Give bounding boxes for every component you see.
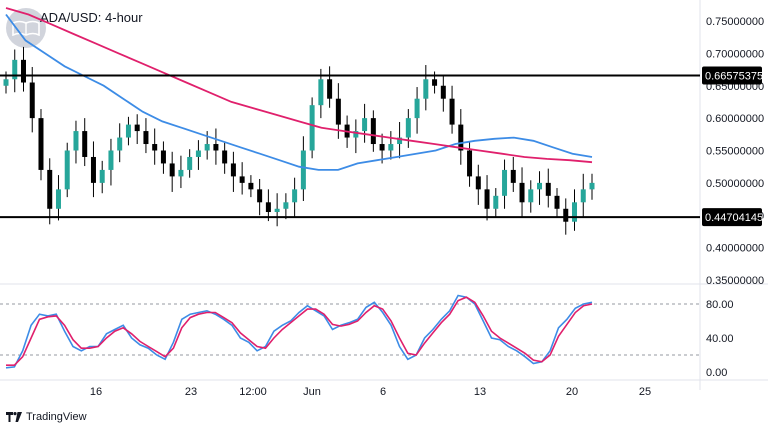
candle-body xyxy=(230,163,236,177)
candle-body xyxy=(370,118,376,145)
time-tick-label: 12:00 xyxy=(239,386,267,398)
price-tick-label: 0.40000000 xyxy=(706,243,764,255)
chart-title: ADA/USD: 4-hour xyxy=(40,10,143,25)
candle-body xyxy=(64,150,70,190)
price-tick-label: 0.55000000 xyxy=(706,146,764,158)
candle-body xyxy=(572,202,578,222)
candle-body xyxy=(589,182,595,190)
candle-body xyxy=(554,195,560,209)
price-tick-label: 0.75000000 xyxy=(706,16,764,28)
candle-body xyxy=(55,189,61,209)
candle-body xyxy=(160,150,166,164)
candle-body xyxy=(528,189,534,203)
candle-body xyxy=(537,182,543,190)
candle-body xyxy=(405,118,411,138)
ma-slow-line xyxy=(5,7,593,164)
candle-body xyxy=(292,189,298,203)
candle-body xyxy=(519,182,525,203)
candle-body xyxy=(467,150,473,177)
candle-body xyxy=(117,137,123,151)
candle-body xyxy=(169,163,175,177)
candle-body xyxy=(423,79,429,99)
candle-body xyxy=(362,118,368,132)
candle-body xyxy=(449,98,455,125)
time-tick-label: 25 xyxy=(639,386,651,398)
candle-body xyxy=(283,202,289,209)
candle-body xyxy=(440,85,446,99)
candle-body xyxy=(90,156,96,183)
tradingview-icon xyxy=(6,412,22,422)
candle-body xyxy=(178,169,184,177)
candle-body xyxy=(379,144,385,151)
price-tick-label: 0.50000000 xyxy=(706,178,764,190)
candle-body xyxy=(108,150,114,170)
candle-body xyxy=(82,131,88,157)
candle-body xyxy=(239,176,245,183)
candle-body xyxy=(134,124,140,132)
candle-body xyxy=(502,169,508,196)
candle-body xyxy=(265,202,271,213)
time-tick-label: 6 xyxy=(380,386,386,398)
candle-body xyxy=(195,150,201,157)
level-label-box xyxy=(702,208,762,227)
brand-label: TradingView xyxy=(26,411,87,423)
candle-body xyxy=(213,144,219,151)
candle-body xyxy=(318,79,324,106)
price-tick-label: 0.70000000 xyxy=(706,48,764,60)
candle-body xyxy=(257,189,263,203)
candle-body xyxy=(125,124,131,138)
candle-body xyxy=(475,176,481,190)
level-label: 0.66575375 xyxy=(705,71,763,83)
stoch-tick-label: 0.00 xyxy=(706,367,727,379)
candle-body xyxy=(274,208,280,213)
level-label: 0.44704145 xyxy=(705,212,763,224)
time-tick-label: Jun xyxy=(303,386,321,398)
candle-body xyxy=(47,169,53,209)
candle-body xyxy=(29,82,35,119)
candle-body xyxy=(187,156,193,170)
stoch-k-line xyxy=(5,294,593,369)
price-tick-label: 0.35000000 xyxy=(706,275,764,287)
candle-body xyxy=(510,169,516,183)
candle-body xyxy=(248,182,254,190)
candle-body xyxy=(580,189,586,203)
candle-body xyxy=(545,182,551,196)
candle-body xyxy=(12,59,18,80)
candle-body xyxy=(388,144,394,151)
candle-body xyxy=(432,79,438,86)
ma-fast-line xyxy=(5,13,593,171)
candle-body xyxy=(484,189,490,209)
stoch-tick-label: 80.00 xyxy=(706,299,734,311)
candle-body xyxy=(300,150,306,190)
stoch-d-line xyxy=(6,296,593,366)
candle-body xyxy=(143,131,149,145)
candle-body xyxy=(222,150,228,164)
time-tick-label: 13 xyxy=(474,386,486,398)
candle-body xyxy=(414,98,420,119)
candle-body xyxy=(204,144,210,151)
candle-body xyxy=(99,169,105,183)
level-label-box xyxy=(702,66,762,85)
candle-body xyxy=(38,118,44,170)
candle-body xyxy=(152,144,158,151)
stoch-tick-label: 40.00 xyxy=(706,333,734,345)
time-tick-label: 23 xyxy=(185,386,197,398)
tradingview-logo: TradingView xyxy=(6,411,87,423)
candle-body xyxy=(327,79,333,99)
candle-body xyxy=(20,59,26,83)
candle-body xyxy=(353,131,359,138)
candle-body xyxy=(335,98,341,125)
time-tick-label: 16 xyxy=(90,386,102,398)
candle-body xyxy=(458,124,464,151)
price-tick-label: 0.60000000 xyxy=(706,113,764,125)
candle-body xyxy=(397,137,403,145)
candle-body xyxy=(563,208,569,222)
time-tick-label: 20 xyxy=(566,386,578,398)
candle-body xyxy=(73,131,79,151)
candle-body xyxy=(3,79,9,86)
candle-body xyxy=(309,105,315,151)
candle-body xyxy=(493,195,499,209)
